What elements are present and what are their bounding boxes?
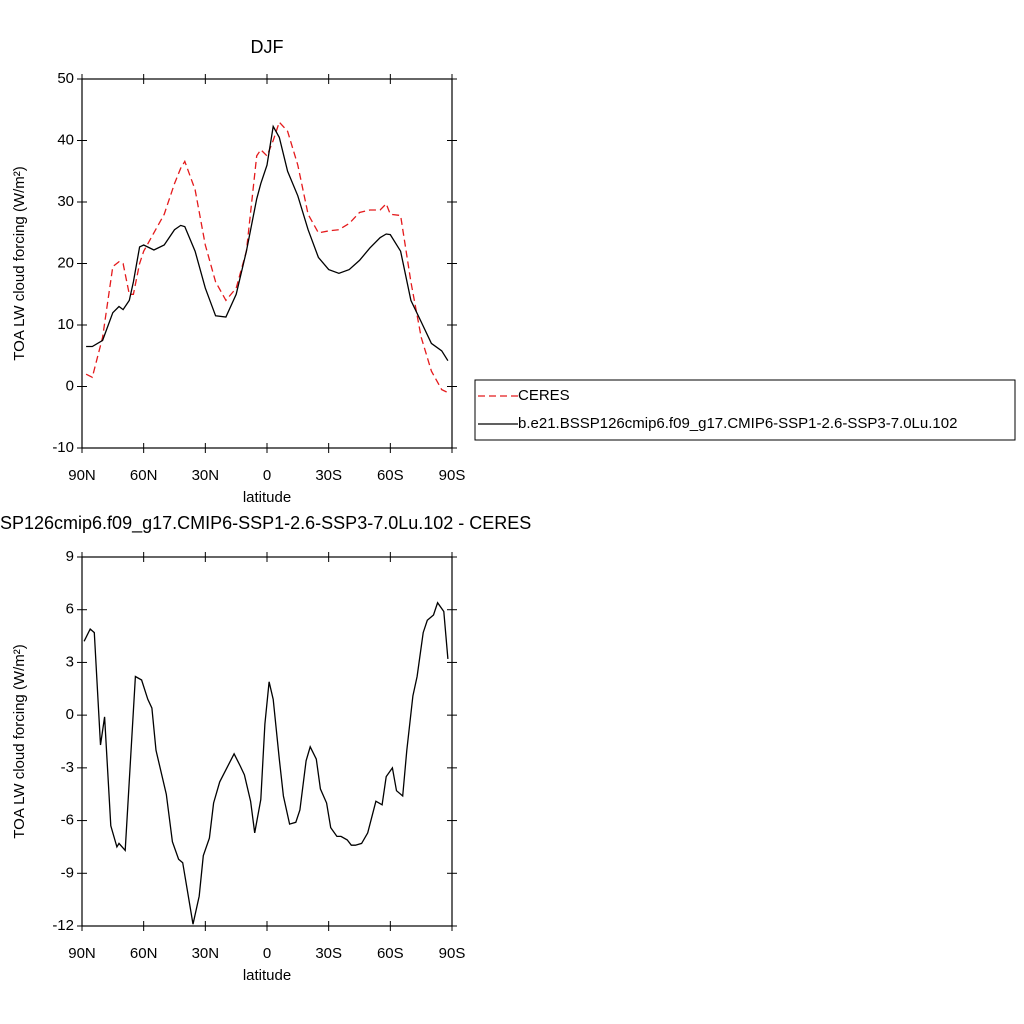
x-tick-label: 30N	[192, 945, 220, 962]
x-axis-label: latitude	[243, 489, 291, 506]
y-tick-label: 20	[57, 254, 74, 271]
plot-frame	[81, 556, 453, 927]
y-tick-label: 0	[66, 377, 74, 394]
y-tick-label: 50	[57, 70, 74, 87]
x-tick-label: 60N	[130, 467, 158, 484]
y-tick-label: 3	[66, 653, 74, 670]
x-tick-label: 90S	[439, 945, 466, 962]
x-tick-label: 30S	[315, 467, 342, 484]
x-tick-label: 90S	[439, 467, 466, 484]
y-axis-label: TOA LW cloud forcing (W/m²)	[11, 644, 28, 838]
y-tick-label: 6	[66, 601, 74, 618]
y-tick-label: 30	[57, 193, 74, 210]
y-tick-label: -6	[61, 812, 74, 829]
y-tick-label: 10	[57, 316, 74, 333]
legend-box	[474, 379, 1016, 441]
x-tick-label: 60S	[377, 945, 404, 962]
chart-title: DJF	[251, 37, 284, 57]
y-tick-label: 9	[66, 548, 74, 565]
y-tick-label: -9	[61, 864, 74, 881]
x-tick-label: 30N	[192, 467, 220, 484]
data-line	[86, 124, 449, 362]
x-tick-label: 0	[263, 945, 271, 962]
plot-frame	[81, 78, 453, 449]
legend-label: CERES	[518, 387, 570, 404]
x-tick-label: 90N	[68, 467, 96, 484]
y-tick-label: 40	[57, 131, 74, 148]
chart-title: SP126cmip6.f09_g17.CMIP6-SSP1-2.6-SSP3-7…	[0, 513, 531, 534]
y-axis-label: TOA LW cloud forcing (W/m²)	[11, 166, 28, 360]
x-tick-label: 90N	[68, 945, 96, 962]
x-tick-label: 60N	[130, 945, 158, 962]
y-tick-label: 0	[66, 706, 74, 723]
y-tick-label: -10	[52, 439, 74, 456]
data-line	[85, 120, 449, 394]
x-tick-label: 60S	[377, 467, 404, 484]
legend-label: b.e21.BSSP126cmip6.f09_g17.CMIP6-SSP1-2.…	[518, 415, 957, 432]
data-line	[83, 601, 449, 925]
x-tick-label: 0	[263, 467, 271, 484]
y-tick-label: -3	[61, 759, 74, 776]
x-axis-label: latitude	[243, 967, 291, 984]
y-tick-label: -12	[52, 917, 74, 934]
x-tick-label: 30S	[315, 945, 342, 962]
